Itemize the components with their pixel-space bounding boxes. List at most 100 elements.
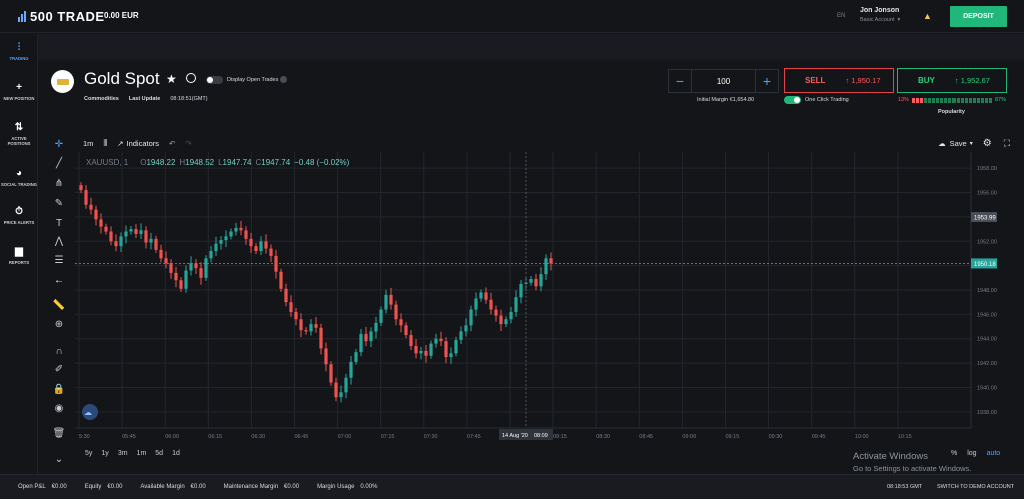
sidebar-item-trading[interactable]: ⫶ TRADING [0, 42, 38, 61]
x-tick-label: 07:30 [424, 434, 438, 440]
candle-body [384, 294, 388, 310]
cloud-icon[interactable]: ☁ [938, 139, 946, 148]
candle-body [404, 325, 408, 336]
social-trading-icon: ◕ [15, 168, 23, 179]
high-label: H [179, 158, 186, 167]
redo-icon[interactable]: ↷ [185, 139, 192, 148]
candle-body [164, 258, 168, 264]
undo-icon[interactable]: ↶ [169, 139, 176, 148]
y-tick-label: 1938.00 [977, 410, 997, 416]
range-1d-button[interactable]: 1d [172, 450, 180, 457]
language-selector[interactable]: EN [837, 13, 846, 19]
quantity-input[interactable]: 100 [691, 70, 756, 92]
indicators-icon[interactable]: ↗ [117, 139, 124, 148]
candle-body [309, 324, 313, 332]
auto-scale-button[interactable]: auto [986, 450, 1001, 457]
candle-body [124, 231, 128, 237]
user-name: Jon Jonson [860, 7, 900, 14]
buy-button[interactable]: BUY ↑ 1,952.67 [897, 68, 1007, 93]
decrease-quantity-button[interactable]: − [675, 73, 685, 89]
fib-retracement-icon[interactable]: ☰ [54, 254, 64, 266]
warning-icon[interactable]: ▲ [923, 11, 932, 21]
candle-body [209, 251, 213, 259]
arrow-left-icon[interactable]: ← [54, 274, 64, 286]
settings-gear-icon[interactable]: ⚙ [982, 138, 992, 149]
ruler-icon[interactable]: 📏 [52, 299, 66, 311]
drawing-toolbar: ✛ ╱ ⋔ ✎ T ⋀ ☰ ← 📏 ⊕ ∩ ✐ 🔒 ◉ 🗑 ⌄ [46, 136, 74, 471]
chevron-down-icon[interactable]: ▾ [969, 141, 973, 147]
lock-icon[interactable]: 🔒 [52, 383, 66, 395]
candle-body [204, 258, 208, 278]
arrow-up-icon: ↑ [954, 76, 961, 85]
crosshair-icon[interactable]: ✛ [54, 138, 64, 150]
low-value: L1947.74 [218, 158, 251, 167]
display-open-trades-toggle[interactable] [206, 76, 223, 84]
range-5d-button[interactable]: 5d [155, 450, 164, 457]
switch-to-demo-link[interactable]: SWITCH TO DEMO ACCOUNT [937, 484, 1015, 490]
percent-scale-button[interactable]: % [951, 450, 958, 457]
brush-icon[interactable]: ✎ [54, 197, 64, 209]
magnet-icon[interactable]: ∩ [55, 345, 63, 357]
range-5y-button[interactable]: 5y [85, 450, 93, 457]
sidebar-item-label: PRICE ALERTS [3, 220, 35, 225]
one-click-trading[interactable]: One Click Trading [784, 96, 849, 104]
range-1m-button[interactable]: 1m [136, 450, 147, 457]
candle-body [479, 292, 483, 299]
sidebar-item-active-positions[interactable]: ⇅ ACTIVE POSITIONS [0, 122, 38, 146]
candle-body [359, 333, 363, 353]
info-icon[interactable] [280, 76, 287, 83]
save-button[interactable]: Save [949, 139, 967, 148]
upper-price-label: 1953.99 [974, 216, 996, 222]
pitchfork-icon[interactable]: ⋔ [54, 177, 64, 189]
footer-equity: Equity €0.00 [85, 484, 123, 490]
range-1y-button[interactable]: 1y [101, 450, 109, 457]
candle-body [364, 333, 368, 342]
brand-logo[interactable]: 500 TRADE [18, 9, 105, 24]
sidebar-item-label: TRADING [9, 56, 29, 61]
symbol-label: XAUUSD, 1 [86, 158, 129, 167]
popularity-segment [948, 97, 952, 103]
lock-drawing-icon[interactable]: ✐ [54, 363, 64, 375]
timer-icon[interactable] [186, 73, 196, 83]
y-tick-label: 1958.00 [977, 166, 997, 172]
candle-body [484, 292, 488, 300]
chevron-down-icon[interactable]: ⌄ [54, 453, 64, 465]
log-scale-button[interactable]: log [967, 450, 977, 457]
candle-body [339, 392, 343, 398]
indicators-button[interactable]: Indicators [126, 139, 160, 148]
fullscreen-icon[interactable]: ⛶ [1003, 138, 1010, 148]
one-click-toggle[interactable] [784, 96, 801, 104]
interval-selector[interactable]: 1m [83, 139, 94, 148]
candle-body [334, 382, 338, 398]
price-chart[interactable]: 1958.001956.001954.001952.001950.001948.… [75, 152, 1002, 443]
eye-icon[interactable]: ◉ [54, 402, 64, 414]
chart-toolbar: 1m ⫴ ↗ Indicators ↶ ↷ ☁ Save ▾ ⚙ ⛶ [75, 136, 1010, 151]
candle-body [374, 322, 378, 332]
favorite-star-icon[interactable]: ★ [166, 72, 177, 86]
zoom-in-icon[interactable]: ⊕ [54, 318, 64, 330]
x-tick-label: 07:45 [467, 434, 481, 440]
sidebar-item-social-trading[interactable]: ◕ SOCIAL TRADING [0, 168, 38, 187]
account-type: Basic Account ▾ [860, 17, 900, 23]
pattern-icon[interactable]: ⋀ [54, 235, 64, 247]
close-value: C1947.74 [255, 158, 290, 167]
logo-bars-icon [18, 11, 26, 22]
popularity-segment [976, 97, 980, 103]
crosshair-date-label: 14 Aug '20 [502, 433, 528, 439]
text-tool-icon[interactable]: T [55, 217, 63, 229]
sell-button[interactable]: SELL ↑ 1,950.17 [784, 68, 894, 93]
trash-icon[interactable]: 🗑 [52, 427, 66, 439]
range-3m-button[interactable]: 3m [117, 450, 128, 457]
sidebar-item-new-position[interactable]: + NEW POSITION [0, 82, 38, 101]
sidebar-item-reports[interactable]: ▆ REPORTS [0, 246, 38, 265]
user-menu[interactable]: Jon Jonson Basic Account ▾ [860, 7, 900, 23]
sidebar-item-price-alerts[interactable]: ⏱ PRICE ALERTS [0, 206, 38, 225]
candle-body [509, 311, 513, 320]
deposit-button[interactable]: DEPOSIT [950, 6, 1007, 27]
increase-quantity-button[interactable]: + [762, 73, 772, 89]
popularity-segments [912, 97, 992, 103]
footer-time: 08:18:53 GMT [887, 484, 923, 490]
candle-body [394, 304, 398, 320]
candle-type-icon[interactable]: ⫴ [103, 138, 108, 148]
trend-line-icon[interactable]: ╱ [55, 157, 63, 169]
